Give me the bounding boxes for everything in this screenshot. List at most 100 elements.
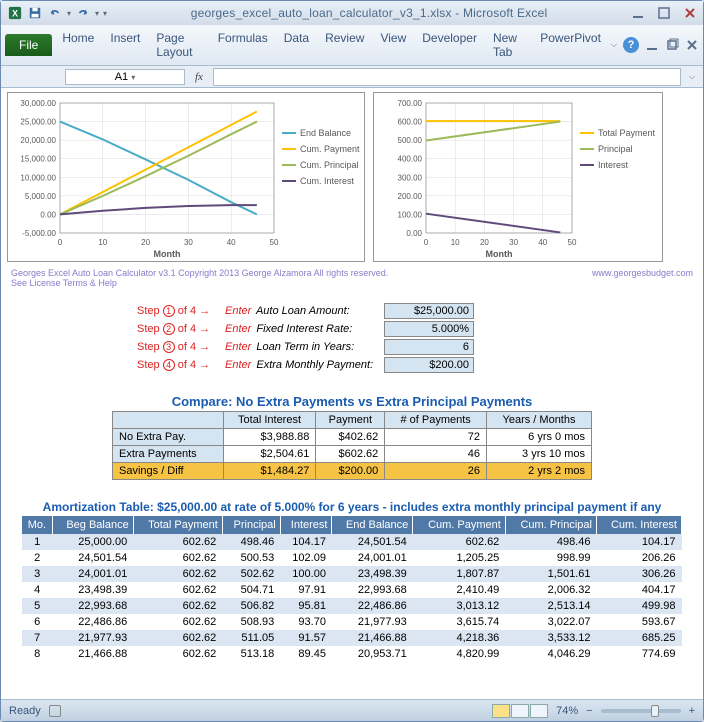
step-label: Step 1 of 4 → bbox=[137, 305, 221, 317]
file-tab[interactable]: File bbox=[5, 34, 52, 56]
input-cell[interactable]: $200.00 bbox=[384, 357, 474, 373]
svg-text:Total Payment: Total Payment bbox=[598, 128, 656, 138]
tab-formulas[interactable]: Formulas bbox=[210, 27, 276, 63]
step-label: Step 4 of 4 → bbox=[137, 359, 221, 371]
formula-bar-row: A1 ▾ fx ⌵ bbox=[1, 66, 703, 88]
amort-cell: 498.46 bbox=[222, 534, 280, 550]
tab-page-layout[interactable]: Page Layout bbox=[148, 27, 209, 63]
website-link[interactable]: www.georgesbudget.com bbox=[592, 268, 693, 288]
tab-review[interactable]: Review bbox=[317, 27, 372, 63]
zoom-in-button[interactable]: + bbox=[689, 705, 695, 717]
amort-cell: 5 bbox=[22, 598, 52, 614]
svg-text:X: X bbox=[12, 9, 18, 19]
help-icon[interactable]: ? bbox=[623, 37, 639, 53]
svg-text:0.00: 0.00 bbox=[406, 229, 422, 238]
chart-balance[interactable]: -5,000.000.005,000.0010,000.0015,000.002… bbox=[7, 92, 365, 262]
svg-text:Month: Month bbox=[486, 249, 513, 259]
tab-data[interactable]: Data bbox=[276, 27, 317, 63]
zoom-out-button[interactable]: − bbox=[586, 705, 592, 717]
input-cell[interactable]: 5.000% bbox=[384, 321, 474, 337]
zoom-slider[interactable] bbox=[601, 709, 681, 713]
amort-cell: 24,001.01 bbox=[332, 550, 413, 566]
amort-cell: 602.62 bbox=[133, 630, 222, 646]
svg-text:10: 10 bbox=[98, 238, 107, 247]
input-cell[interactable]: $25,000.00 bbox=[384, 303, 474, 319]
worksheet[interactable]: -5,000.000.005,000.0010,000.0015,000.002… bbox=[1, 88, 703, 699]
page-layout-button[interactable] bbox=[511, 704, 529, 718]
svg-text:20,000.00: 20,000.00 bbox=[20, 136, 56, 145]
svg-text:0.00: 0.00 bbox=[40, 210, 56, 219]
amort-header: Total Payment bbox=[133, 516, 222, 534]
formula-expand-icon[interactable]: ⌵ bbox=[685, 72, 699, 82]
input-cell[interactable]: 6 bbox=[384, 339, 474, 355]
compare-header: Total Interest bbox=[223, 412, 316, 429]
amort-cell: 25,000.00 bbox=[52, 534, 133, 550]
amort-cell: 685.25 bbox=[596, 630, 681, 646]
name-box[interactable]: A1 ▾ bbox=[65, 69, 185, 85]
undo-dropdown[interactable]: ▾ bbox=[67, 9, 71, 18]
compare-row-label: Savings / Diff bbox=[113, 463, 224, 480]
amort-header: Beg Balance bbox=[52, 516, 133, 534]
redo-icon[interactable] bbox=[75, 5, 91, 21]
normal-view-button[interactable] bbox=[492, 704, 510, 718]
compare-row-label: Extra Payments bbox=[113, 446, 224, 463]
amort-cell: 1,501.61 bbox=[505, 566, 596, 582]
amort-cell: 4 bbox=[22, 582, 52, 598]
workbook-restore-icon[interactable] bbox=[665, 38, 679, 52]
ribbon-expand-icon[interactable]: ⌵ bbox=[611, 40, 617, 50]
redo-dropdown[interactable]: ▾ bbox=[95, 9, 99, 18]
chart-payment[interactable]: 0.00100.00200.00300.00400.00500.00600.00… bbox=[373, 92, 663, 262]
amort-cell: 602.62 bbox=[133, 566, 222, 582]
amort-cell: 2 bbox=[22, 550, 52, 566]
compare-cell: $602.62 bbox=[316, 446, 385, 463]
tab-insert[interactable]: Insert bbox=[102, 27, 148, 63]
tab-new-tab[interactable]: New Tab bbox=[485, 27, 532, 63]
svg-text:400.00: 400.00 bbox=[398, 155, 423, 164]
tab-view[interactable]: View bbox=[372, 27, 414, 63]
compare-cell: 46 bbox=[385, 446, 487, 463]
compare-cell: $2,504.61 bbox=[223, 446, 316, 463]
amortization-table: Mo.Beg BalanceTotal PaymentPrincipalInte… bbox=[22, 516, 682, 662]
amort-cell: 22,993.68 bbox=[332, 582, 413, 598]
minimize-icon[interactable] bbox=[631, 6, 645, 20]
svg-text:10,000.00: 10,000.00 bbox=[20, 173, 56, 182]
amort-cell: 89.45 bbox=[280, 646, 332, 662]
zoom-level[interactable]: 74% bbox=[556, 705, 578, 717]
compare-row-label: No Extra Pay. bbox=[113, 429, 224, 446]
svg-text:15,000.00: 15,000.00 bbox=[20, 155, 56, 164]
workbook-minimize-icon[interactable] bbox=[645, 38, 659, 52]
amort-cell: 91.57 bbox=[280, 630, 332, 646]
compare-cell: 72 bbox=[385, 429, 487, 446]
copyright-text: Georges Excel Auto Loan Calculator v3.1 … bbox=[11, 268, 388, 278]
amort-cell: 4,820.99 bbox=[413, 646, 506, 662]
excel-window: X ▾ ▾ ▾ georges_excel_auto_loan_calculat… bbox=[0, 0, 704, 722]
svg-text:700.00: 700.00 bbox=[398, 99, 423, 108]
page-break-button[interactable] bbox=[530, 704, 548, 718]
maximize-icon[interactable] bbox=[657, 6, 671, 20]
save-icon[interactable] bbox=[27, 5, 43, 21]
svg-text:200.00: 200.00 bbox=[398, 192, 423, 201]
fx-icon[interactable]: fx bbox=[189, 71, 209, 83]
compare-cell: 6 yrs 0 mos bbox=[487, 429, 592, 446]
close-icon[interactable] bbox=[683, 6, 697, 20]
compare-cell: $200.00 bbox=[316, 463, 385, 480]
amort-cell: 3,533.12 bbox=[505, 630, 596, 646]
svg-text:25,000.00: 25,000.00 bbox=[20, 118, 56, 127]
amort-cell: 500.53 bbox=[222, 550, 280, 566]
tab-home[interactable]: Home bbox=[54, 27, 102, 63]
formula-bar[interactable] bbox=[213, 68, 681, 86]
qat-customize[interactable]: ▾ bbox=[103, 9, 107, 18]
license-link[interactable]: See License Terms & Help bbox=[11, 278, 388, 288]
amort-cell: 1,807.87 bbox=[413, 566, 506, 582]
view-buttons bbox=[492, 704, 548, 718]
svg-text:20: 20 bbox=[480, 238, 489, 247]
macro-record-icon[interactable] bbox=[49, 705, 61, 717]
amort-cell: 602.62 bbox=[133, 614, 222, 630]
undo-icon[interactable] bbox=[47, 5, 63, 21]
tab-powerpivot[interactable]: PowerPivot bbox=[532, 27, 609, 63]
workbook-close-icon[interactable] bbox=[685, 38, 699, 52]
amort-cell: 93.70 bbox=[280, 614, 332, 630]
svg-text:500.00: 500.00 bbox=[398, 136, 423, 145]
status-bar: Ready 74% − + bbox=[1, 699, 703, 721]
tab-developer[interactable]: Developer bbox=[414, 27, 485, 63]
